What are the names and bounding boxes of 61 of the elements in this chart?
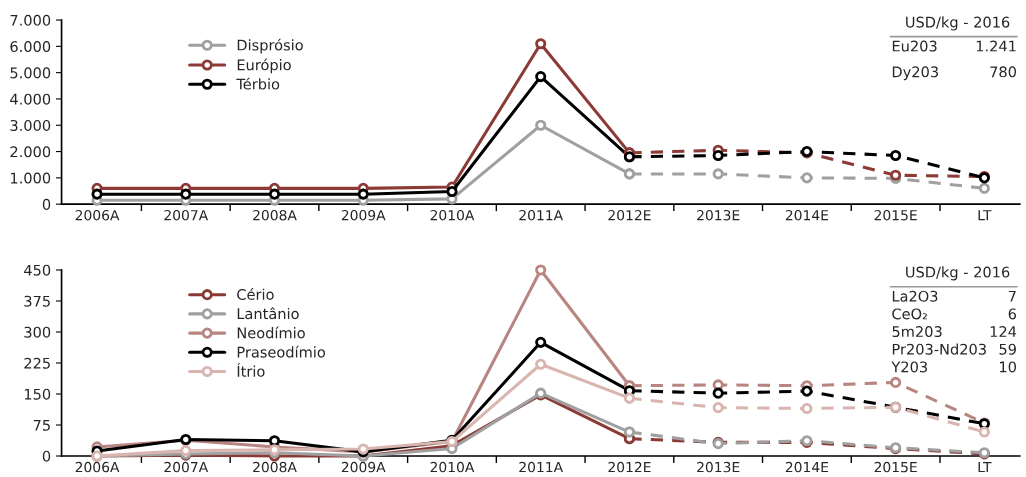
- annotation: 5m203: [892, 326, 942, 338]
- x-tick-label: 2015E: [874, 461, 917, 473]
- x-tick-label: LT: [978, 210, 992, 221]
- x-tick-label: 2007A: [164, 209, 209, 221]
- x-tick-label: 2006A: [75, 461, 120, 473]
- legend-label: Ítrio: [237, 363, 265, 377]
- annotation: 59: [999, 343, 1016, 355]
- y-tick-label: 6.000: [10, 41, 51, 53]
- y-tick-label: 1.000: [11, 172, 51, 184]
- x-tick-label: 2014E: [785, 461, 829, 473]
- x-tick-label: 2008A: [253, 461, 297, 473]
- y-tick-label: 5.000: [10, 67, 51, 79]
- annotation: Pr203-Nd203: [892, 343, 986, 355]
- legend-label: Európio: [237, 58, 291, 74]
- annotation: 780: [990, 66, 1016, 78]
- annotation: 6: [1008, 308, 1017, 320]
- x-tick-label: 2011A: [519, 461, 564, 473]
- legend-label: Térbio: [236, 77, 280, 90]
- x-tick-label: 2009A: [341, 209, 386, 221]
- annotation: Y203: [891, 361, 928, 373]
- annotation: 7: [1008, 290, 1016, 302]
- x-tick-label: 2012E: [608, 461, 651, 473]
- x-tick-label: 2011A: [519, 209, 564, 221]
- legend-label: Praseodímio: [237, 345, 325, 358]
- annotation: 10: [1000, 361, 1016, 373]
- annotation: Eu203: [892, 40, 937, 52]
- annotation: USD/kg - 2016: [906, 16, 1010, 31]
- y-tick-label: 3.000: [10, 119, 51, 131]
- x-tick-label: 2014E: [785, 209, 829, 221]
- y-tick-label: 300: [24, 326, 51, 338]
- x-tick-label: 2013E: [697, 209, 740, 221]
- annotation: USD/kg - 2016: [906, 266, 1010, 281]
- y-tick-label: 0: [42, 450, 51, 462]
- legend-label: Lantânio: [237, 307, 299, 320]
- x-tick-label: 2009A: [341, 461, 386, 473]
- annotation: 124: [990, 326, 1017, 337]
- x-tick-label: 2006A: [75, 209, 120, 221]
- x-tick-label: 2010A: [430, 209, 475, 221]
- x-tick-label: 2007A: [164, 461, 209, 473]
- legend-label: Disprósio: [237, 38, 303, 54]
- y-tick-label: 2.000: [10, 146, 51, 158]
- annotation: CeO₂: [892, 308, 927, 320]
- annotation: La2O3: [892, 290, 938, 302]
- annotation: Dy203: [892, 66, 938, 81]
- legend-label: Cério: [237, 288, 274, 300]
- y-tick-label: 75: [33, 419, 50, 431]
- y-tick-label: 0: [42, 198, 51, 210]
- y-tick-label: 375: [24, 295, 50, 307]
- x-tick-label: 2008A: [253, 209, 297, 221]
- y-tick-label: 4.000: [10, 93, 51, 105]
- x-tick-label: 2012E: [608, 209, 651, 221]
- y-tick-label: 7.000: [10, 14, 51, 26]
- x-tick-label: 2015E: [874, 209, 917, 221]
- x-tick-label: LT: [978, 462, 992, 473]
- annotation: 1.241: [976, 40, 1016, 52]
- y-tick-label: 225: [24, 357, 50, 369]
- legend-label: Neodímio: [237, 326, 305, 339]
- x-tick-label: 2010A: [430, 461, 475, 473]
- y-tick-label: 150: [24, 388, 51, 400]
- y-tick-label: 450: [24, 264, 51, 276]
- x-tick-label: 2013E: [697, 461, 740, 473]
